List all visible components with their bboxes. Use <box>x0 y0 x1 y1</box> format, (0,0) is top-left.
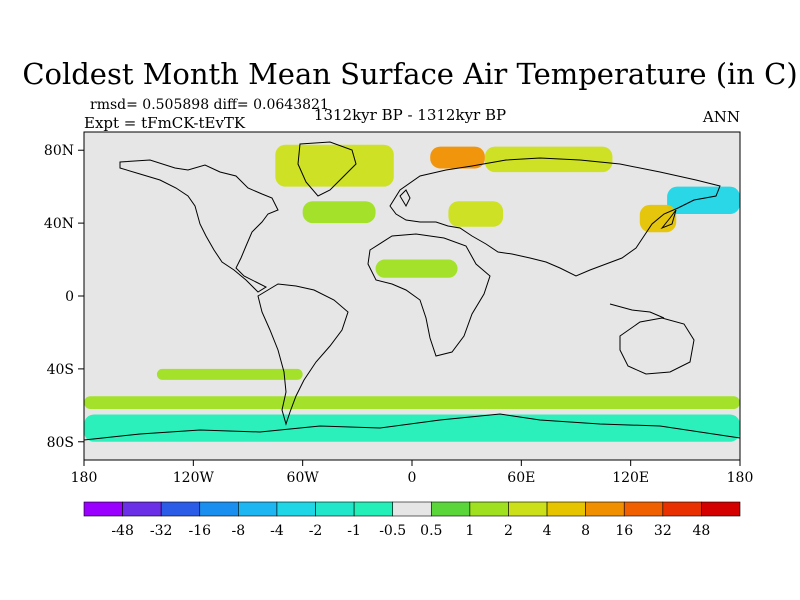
colorbar-label: -32 <box>150 523 173 539</box>
colorbar-swatch <box>393 502 432 516</box>
colorbar-swatch <box>161 502 200 516</box>
y-tick-label: 0 <box>65 289 74 305</box>
x-tick-label: 120E <box>612 470 649 486</box>
colorbar-label: -48 <box>111 523 134 539</box>
anomaly-region-greenland-arctic <box>275 145 393 187</box>
experiment-label: Expt = tFmCK-tEvTK <box>84 114 246 132</box>
x-tick-label: 180 <box>727 470 754 486</box>
x-tick-label: 60E <box>507 470 535 486</box>
colorbar-label: 8 <box>581 523 590 539</box>
colorbar-label: 32 <box>654 523 672 539</box>
y-tick-label: 40N <box>44 216 74 232</box>
y-tick-label: 40S <box>47 362 74 378</box>
colorbar-swatch <box>277 502 316 516</box>
colorbar-label: 48 <box>692 523 710 539</box>
anomaly-region-southern-ocean-warm <box>84 396 740 409</box>
colorbar-swatch <box>586 502 625 516</box>
colorbar-swatch <box>624 502 663 516</box>
chart-figure: Coldest Month Mean Surface Air Temperatu… <box>0 0 800 600</box>
anomaly-region-north-siberia <box>485 147 613 173</box>
colorbar-swatch <box>470 502 509 516</box>
stats-label: rmsd= 0.505898 diff= 0.0643821 <box>90 97 329 113</box>
map-panel: 180 120W 60W 0 60E 120E 180 80N 40N 0 40S 80S <box>44 132 753 486</box>
colorbar-label: 1 <box>465 523 474 539</box>
anomaly-region-central-asia <box>448 201 503 227</box>
colorbar-swatch <box>354 502 393 516</box>
colorbar-label: 2 <box>504 523 513 539</box>
colorbar-swatch <box>701 502 740 516</box>
colorbar-label: -0.5 <box>379 523 406 539</box>
y-tick-label: 80S <box>47 435 74 451</box>
colorbar-label: 0.5 <box>420 523 442 539</box>
x-axis: 180 120W 60W 0 60E 120E 180 <box>71 460 754 486</box>
colorbar-swatch <box>123 502 162 516</box>
colorbar-swatch <box>238 502 277 516</box>
anomaly-region-nw-pacific-cold <box>667 187 740 214</box>
colorbar-swatch <box>200 502 239 516</box>
colorbar-swatch <box>663 502 702 516</box>
chart-title: Coldest Month Mean Surface Air Temperatu… <box>22 57 797 91</box>
y-tick-label: 80N <box>44 143 74 159</box>
colorbar-label: 4 <box>543 523 552 539</box>
x-tick-label: 120W <box>173 470 215 486</box>
colorbar-label: -8 <box>232 523 246 539</box>
colorbar-swatch <box>508 502 547 516</box>
colorbar-swatch <box>431 502 470 516</box>
season-label: ANN <box>702 108 740 126</box>
anomaly-region-antarctic-cold <box>84 414 740 441</box>
colorbar-label: -4 <box>270 523 284 539</box>
x-tick-label: 180 <box>71 470 98 486</box>
colorbar-swatch <box>547 502 586 516</box>
colorbar-label: 16 <box>615 523 633 539</box>
colorbar-swatch <box>84 502 123 516</box>
y-axis: 80N 40N 0 40S 80S <box>44 143 84 451</box>
colorbar-label: -16 <box>188 523 211 539</box>
colorbar-label: -1 <box>347 523 361 539</box>
anomaly-region-south-atlantic <box>157 369 303 380</box>
x-tick-label: 0 <box>408 470 417 486</box>
colorbar: -48 -32 -16 -8 -4 -2 -1 -0.5 0.5 1 2 4 8 16 32 48 <box>84 502 740 539</box>
colorbar-swatch <box>316 502 355 516</box>
anomaly-region-north-atlantic <box>303 201 376 223</box>
colorbar-label: -2 <box>309 523 323 539</box>
anomaly-region-north-africa <box>376 260 458 278</box>
period-label: 1312kyr BP - 1312kyr BP <box>314 106 506 124</box>
x-tick-label: 60W <box>287 470 320 486</box>
